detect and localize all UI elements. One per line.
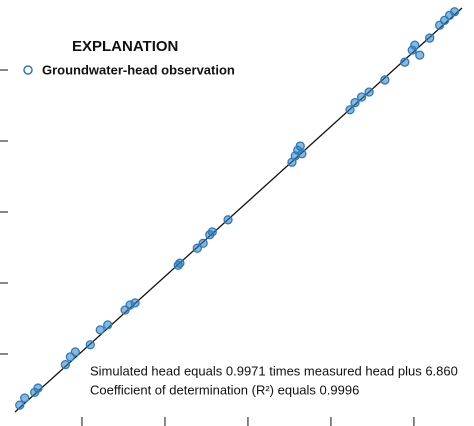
data-point (207, 227, 217, 237)
data-point (295, 141, 305, 151)
data-point (95, 325, 105, 335)
data-point (345, 105, 355, 115)
data-point (350, 98, 360, 108)
data-point (400, 57, 410, 67)
annotation: Coefficient of determination (R²) equals… (90, 382, 359, 397)
data-point (60, 359, 71, 370)
data-point (356, 92, 367, 102)
data-point (425, 33, 435, 43)
data-point (380, 75, 390, 85)
data-point (70, 347, 80, 357)
data-point (175, 258, 185, 268)
data-point (192, 243, 202, 253)
legend-marker (23, 65, 33, 75)
data-point (198, 238, 208, 248)
annotation: Simulated head equals 0.9971 times measu… (90, 363, 458, 378)
data-point (449, 7, 460, 17)
legend-title: EXPLANATION (72, 38, 178, 55)
data-point (223, 215, 233, 225)
data-point (130, 298, 140, 308)
legend-label: Groundwater-head observation (42, 62, 235, 77)
data-point (85, 340, 95, 350)
data-point (364, 87, 374, 97)
data-point (33, 383, 43, 393)
data-point (415, 50, 425, 60)
data-point (410, 40, 420, 50)
data-point (15, 400, 25, 410)
data-point (20, 393, 30, 403)
data-point (103, 320, 113, 330)
data-point (297, 149, 307, 159)
